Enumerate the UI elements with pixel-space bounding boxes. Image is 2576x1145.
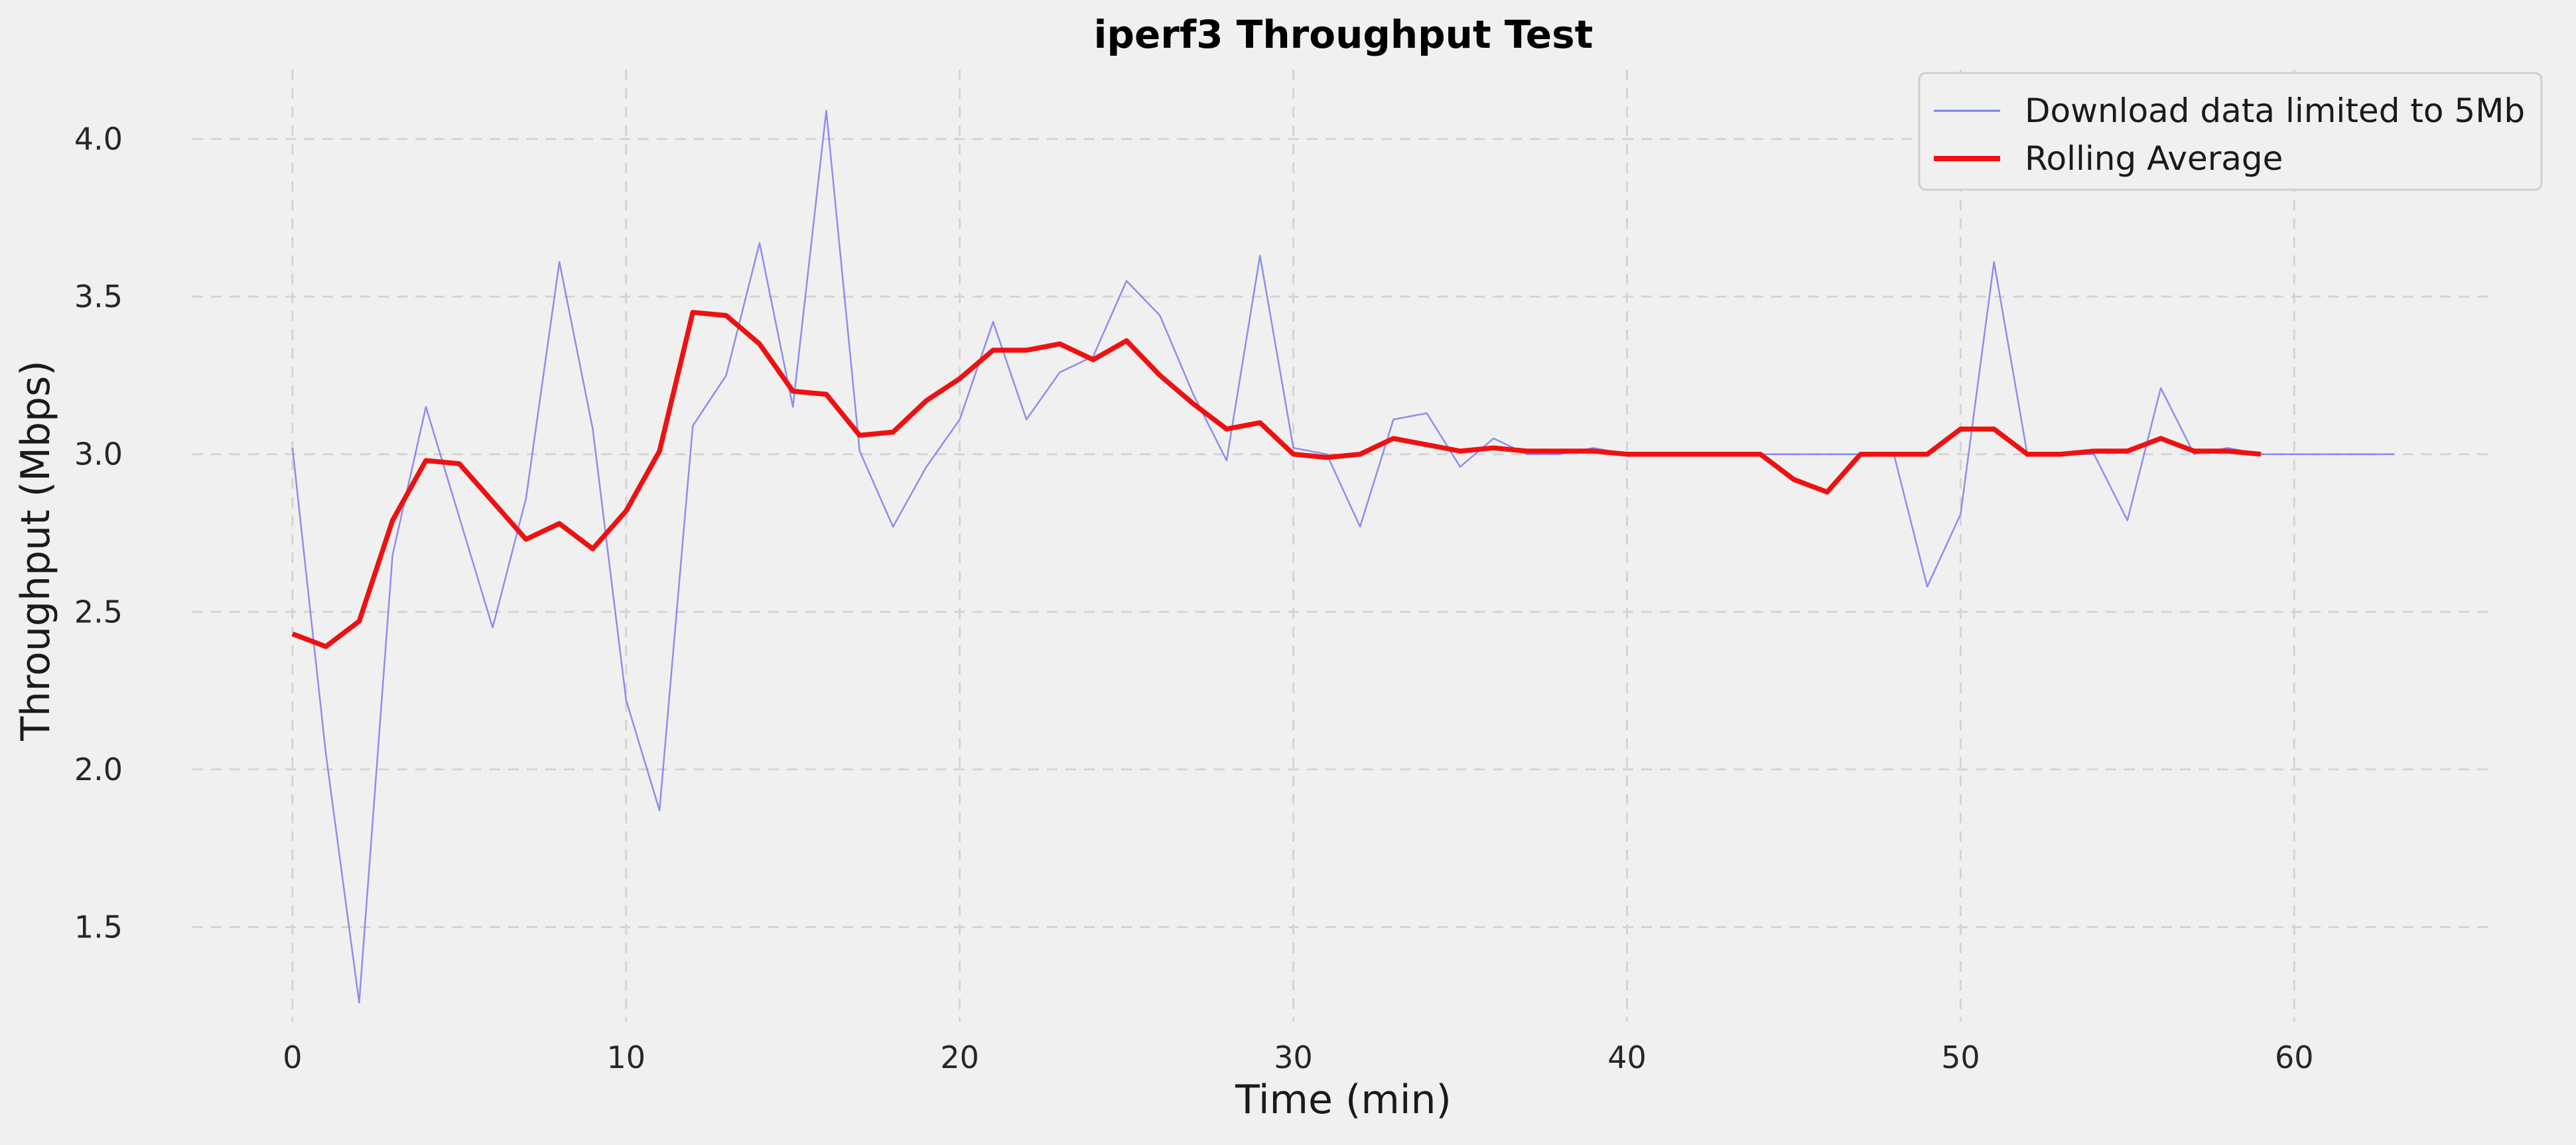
y-axis-label: Throughput (Mbps) xyxy=(13,360,59,742)
chart-title: iperf3 Throughput Test xyxy=(1094,12,1593,57)
x-axis-label: Time (min) xyxy=(1235,1077,1452,1123)
x-tick-label: 30 xyxy=(1274,1040,1313,1075)
legend: Download data limited to 5Mb Rolling Ave… xyxy=(1918,72,2543,191)
y-tick-label: 2.5 xyxy=(74,594,123,630)
grid xyxy=(192,70,2494,1022)
x-tick-label: 20 xyxy=(940,1040,979,1075)
x-tick-label: 50 xyxy=(1941,1040,1980,1075)
y-tick-labels: 1.5 2.0 2.5 3.0 3.5 4.0 xyxy=(74,121,123,945)
rolling-average-series-line xyxy=(291,310,2262,649)
legend-label-rolling-average: Rolling Average xyxy=(2025,139,2283,178)
x-tick-labels: 0 10 20 30 40 50 60 xyxy=(283,1040,2313,1075)
legend-label-download: Download data limited to 5Mb xyxy=(2025,92,2525,130)
y-tick-label: 3.5 xyxy=(74,279,123,314)
y-tick-label: 2.0 xyxy=(74,752,123,787)
y-tick-label: 4.0 xyxy=(74,121,123,157)
x-tick-label: 10 xyxy=(606,1040,645,1075)
x-tick-label: 0 xyxy=(283,1040,302,1075)
y-tick-label: 3.0 xyxy=(74,437,123,472)
x-tick-label: 40 xyxy=(1607,1040,1647,1075)
series-lines xyxy=(291,109,2395,1004)
legend-box xyxy=(1918,72,2543,191)
y-tick-label: 1.5 xyxy=(74,909,123,945)
x-tick-label: 60 xyxy=(2275,1040,2314,1075)
